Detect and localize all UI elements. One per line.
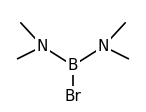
Text: N: N — [37, 39, 48, 54]
Text: Br: Br — [65, 89, 81, 104]
Text: B: B — [68, 58, 78, 73]
Text: N: N — [98, 39, 109, 54]
